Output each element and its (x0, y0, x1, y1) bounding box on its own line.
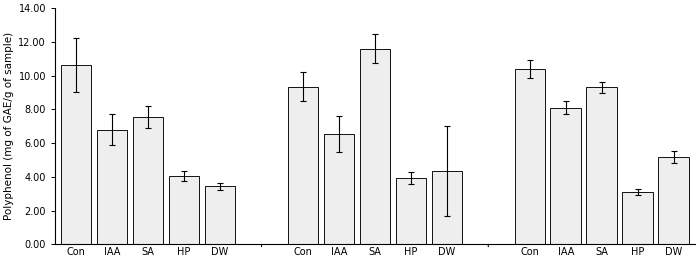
Bar (396, 178, 426, 244)
Bar (288, 87, 318, 244)
Bar (658, 157, 689, 244)
Bar (514, 69, 545, 244)
Bar (97, 130, 127, 244)
Bar (551, 108, 581, 244)
Bar (169, 176, 199, 244)
Bar (133, 117, 164, 244)
Bar (324, 134, 354, 244)
Bar (431, 171, 462, 244)
Bar (205, 186, 236, 244)
Bar (586, 88, 617, 244)
Bar (61, 65, 92, 244)
Y-axis label: Polyphenol (mg of GAE/g of sample): Polyphenol (mg of GAE/g of sample) (4, 32, 14, 220)
Bar (622, 192, 653, 244)
Bar (360, 49, 390, 244)
